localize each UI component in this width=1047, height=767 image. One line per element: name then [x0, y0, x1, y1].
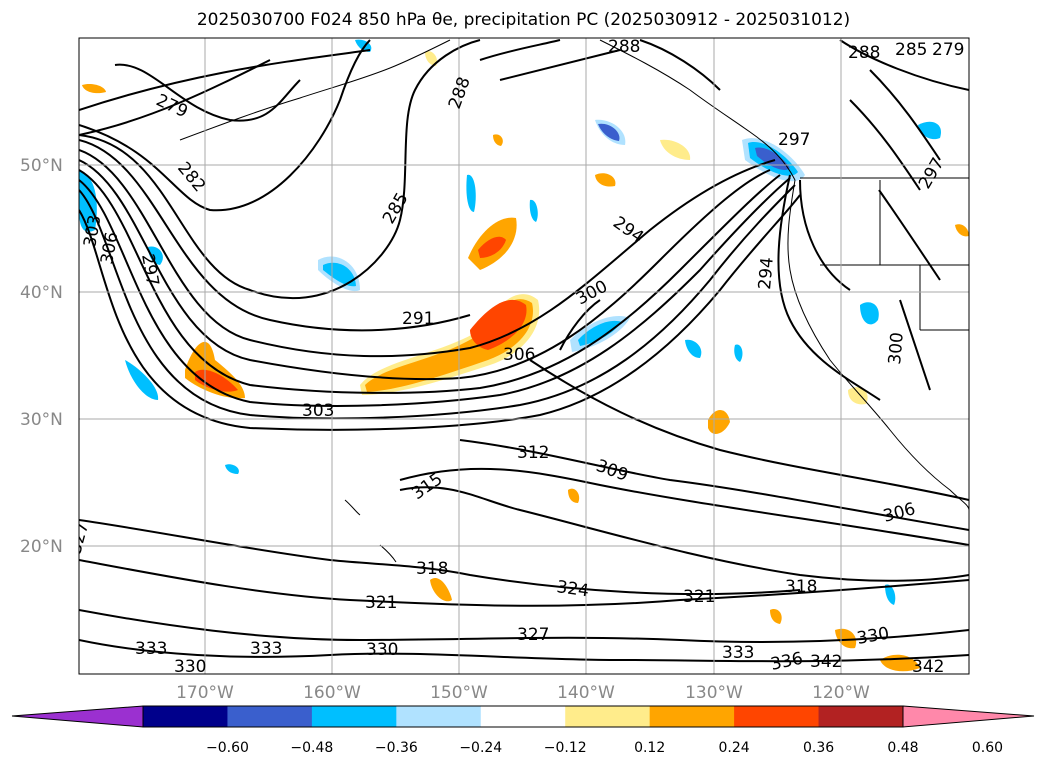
colorbar-box [311, 706, 397, 727]
colorbar-box [818, 706, 904, 727]
colorbar-tick-label: −0.24 [459, 740, 502, 756]
colorbar-frame [142, 705, 904, 728]
colorbar-tick-label: −0.12 [544, 740, 587, 756]
colorbar-extend-high [902, 705, 1035, 728]
map-title: 2025030700 F024 850 hPa θe, precipitatio… [196, 10, 851, 30]
colorbar-box [734, 706, 820, 727]
contour-label: 327 [517, 625, 549, 645]
gridlines [79, 38, 969, 674]
contour-label: 321 [365, 593, 397, 613]
contour-label: 324 [555, 577, 590, 601]
colorbar-tick-label: 0.36 [803, 740, 834, 756]
contour-label: 291 [402, 309, 434, 329]
longitude-labels: 170°W 160°W 150°W 140°W 130°W 120°W [176, 683, 870, 703]
colorbar-box [480, 706, 566, 727]
lat-label-50n: 50°N [20, 156, 63, 176]
colorbar-box [227, 706, 313, 727]
colorbar: −0.60 −0.48 −0.36 −0.24 −0.12 0.12 0.24 0.36 0.4… [11, 705, 1035, 756]
contour-label: 300 [885, 331, 908, 365]
lon-label-150w: 150°W [430, 683, 488, 703]
contour-label: 342 [810, 652, 842, 672]
contour-label: 288 [608, 37, 640, 57]
lon-label-160w: 160°W [303, 683, 361, 703]
contour-label: 297 [778, 130, 810, 150]
plot-frame [78, 37, 970, 675]
colorbar-box [649, 706, 735, 727]
contour-label: 342 [912, 657, 944, 677]
contour-label: 294 [755, 256, 778, 290]
precip-positive-shading [82, 51, 969, 672]
contour-label: 318 [416, 559, 448, 579]
colorbar-tick-label: 0.12 [634, 740, 665, 756]
contour-label: 321 [683, 587, 715, 607]
plot-area [79, 38, 969, 674]
contour-label: 279 [932, 40, 964, 60]
contour-label: 285 [895, 40, 927, 60]
coastlines [179, 39, 969, 563]
contour-label: 330 [174, 657, 206, 677]
contour-label: 303 [302, 401, 334, 421]
colorbar-tick-label: −0.36 [375, 740, 418, 756]
contour-labels: 279 282 285 288 288 288 285 279 297 294 … [79, 37, 964, 677]
colorbar-tick-labels: −0.60 −0.48 −0.36 −0.24 −0.12 0.12 0.24 0.36 0.4… [206, 740, 1003, 756]
colorbar-boxes [143, 706, 904, 727]
contour-label: 312 [517, 443, 549, 463]
colorbar-tick-label: −0.48 [290, 740, 333, 756]
colorbar-box [143, 706, 228, 727]
lon-label-170w: 170°W [176, 683, 234, 703]
lat-label-30n: 30°N [20, 410, 63, 430]
contour-label: 333 [722, 643, 754, 663]
colorbar-extend-low [11, 705, 144, 728]
colorbar-tick-label: −0.60 [206, 740, 249, 756]
colorbar-box [565, 706, 651, 727]
contour-label: 333 [135, 639, 167, 659]
latitude-labels: 50°N 40°N 30°N 20°N [20, 156, 63, 557]
lon-label-140w: 140°W [557, 683, 615, 703]
contour-label: 318 [785, 577, 817, 597]
contour-label: 330 [366, 640, 398, 660]
lat-label-20n: 20°N [20, 537, 63, 557]
lon-label-120w: 120°W [812, 683, 870, 703]
colorbar-box [396, 706, 482, 727]
lat-label-40n: 40°N [20, 283, 63, 303]
colorbar-tick-label: 0.24 [719, 740, 750, 756]
contour-label: 333 [250, 639, 282, 659]
colorbar-tick-label: 0.60 [972, 740, 1003, 756]
lon-label-130w: 130°W [685, 683, 743, 703]
colorbar-tick-label: 0.48 [887, 740, 918, 756]
theta-e-contours [79, 39, 969, 663]
contour-label: 288 [848, 43, 880, 63]
contour-label: 306 [503, 345, 535, 365]
